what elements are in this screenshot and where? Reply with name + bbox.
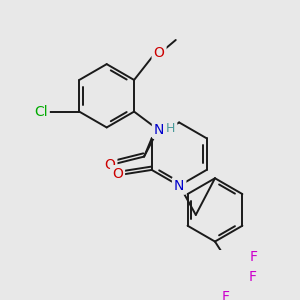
Text: O: O [112, 167, 123, 181]
Text: O: O [104, 158, 116, 172]
Text: F: F [222, 290, 230, 300]
Text: Cl: Cl [34, 105, 48, 118]
Text: H: H [166, 122, 176, 135]
Text: F: F [248, 269, 256, 284]
Text: N: N [154, 123, 164, 137]
Text: N: N [174, 179, 184, 193]
Text: O: O [154, 46, 164, 60]
Text: F: F [250, 250, 258, 263]
